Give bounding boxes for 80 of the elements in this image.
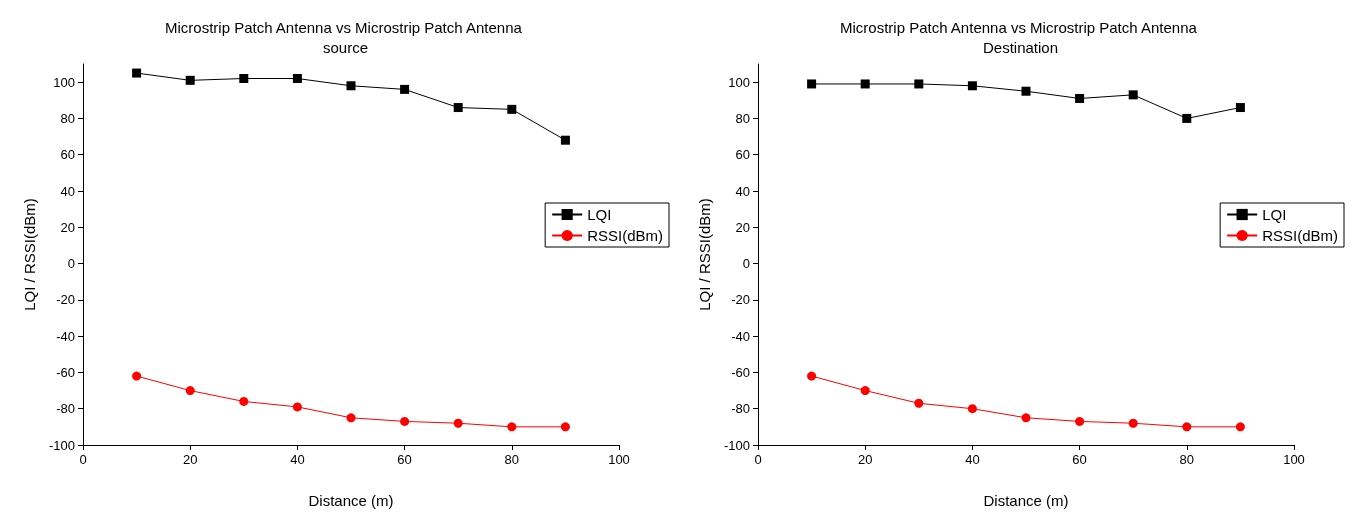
point bbox=[239, 396, 249, 406]
x-tick-label: 40 bbox=[290, 452, 305, 467]
point bbox=[1182, 113, 1192, 123]
y-tick-label: 20 bbox=[60, 219, 75, 235]
y-tick-label: 60 bbox=[735, 147, 750, 163]
point bbox=[1021, 86, 1031, 96]
y-tick-label: 20 bbox=[735, 219, 750, 235]
y-axis-title: LQI / RSSI(dBm) bbox=[21, 198, 38, 311]
point bbox=[1182, 422, 1192, 432]
point bbox=[453, 103, 463, 113]
y-tick-label: -20 bbox=[731, 292, 750, 308]
point bbox=[914, 398, 924, 408]
point bbox=[1128, 418, 1138, 428]
legend-label: LQI bbox=[587, 206, 612, 223]
point bbox=[185, 75, 195, 85]
point bbox=[1075, 416, 1085, 426]
point bbox=[860, 79, 870, 89]
point bbox=[185, 386, 195, 396]
point bbox=[507, 104, 517, 114]
chart-title: Microstrip Patch Antenna vs Microstrip Patch Antenna source bbox=[164, 18, 527, 56]
y-tick-label: 0 bbox=[67, 256, 75, 272]
point bbox=[132, 371, 142, 381]
point bbox=[560, 422, 570, 432]
x-tick-label: 80 bbox=[1179, 452, 1195, 467]
x-axis-title: Distance (m) bbox=[983, 492, 1069, 509]
y-tick-label: 100 bbox=[53, 74, 75, 90]
y-tick-label: 80 bbox=[60, 110, 75, 126]
point bbox=[132, 68, 142, 78]
point bbox=[453, 418, 463, 428]
point bbox=[560, 135, 570, 145]
x-tick-label: 0 bbox=[79, 452, 87, 467]
y-axis-title: LQI / RSSI(dBm) bbox=[696, 198, 713, 311]
x-axis-title: Distance (m) bbox=[308, 492, 394, 509]
y-tick-label: -20 bbox=[56, 292, 75, 308]
x-tick-label: 40 bbox=[965, 452, 980, 467]
y-tick-label: 0 bbox=[742, 256, 750, 272]
point bbox=[914, 79, 924, 89]
y-tick-label: -100 bbox=[48, 437, 75, 453]
point bbox=[860, 386, 870, 396]
legend-label: RSSI(dBm) bbox=[587, 227, 663, 244]
x-tick-label: 60 bbox=[1072, 452, 1087, 467]
point bbox=[1235, 103, 1245, 113]
y-tick-label: -80 bbox=[731, 401, 750, 417]
point bbox=[400, 84, 410, 94]
y-tick-label: -100 bbox=[723, 437, 750, 453]
x-tick-label: 0 bbox=[754, 452, 762, 467]
point bbox=[967, 404, 977, 414]
point bbox=[346, 413, 356, 423]
point bbox=[292, 74, 302, 84]
point bbox=[400, 416, 410, 426]
x-tick-label: 20 bbox=[857, 452, 873, 467]
x-tick-label: 60 bbox=[397, 452, 412, 467]
point bbox=[1075, 93, 1085, 103]
y-tick-label: 80 bbox=[735, 110, 750, 126]
point bbox=[239, 74, 249, 84]
point bbox=[1128, 90, 1138, 100]
y-tick-label: 40 bbox=[735, 183, 750, 199]
x-tick-label: 20 bbox=[182, 452, 198, 467]
point bbox=[807, 371, 817, 381]
point bbox=[292, 402, 302, 412]
y-tick-label: 60 bbox=[60, 147, 75, 163]
point bbox=[346, 81, 356, 91]
chart-title: Microstrip Patch Antenna vs Microstrip Patch Antenna Destination bbox=[839, 18, 1202, 56]
y-tick-label: -60 bbox=[731, 364, 750, 380]
point bbox=[1235, 422, 1245, 432]
point bbox=[807, 79, 817, 89]
y-tick-label: 100 bbox=[728, 74, 750, 90]
point bbox=[967, 81, 977, 91]
y-tick-label: -80 bbox=[56, 401, 75, 417]
y-tick-label: -40 bbox=[56, 328, 75, 344]
x-tick-label: 100 bbox=[608, 452, 630, 467]
legend-label: LQI bbox=[1262, 206, 1287, 223]
point bbox=[507, 422, 517, 432]
legend-label: RSSI(dBm) bbox=[1262, 227, 1338, 244]
x-tick-label: 80 bbox=[504, 452, 520, 467]
y-tick-label: 40 bbox=[60, 183, 75, 199]
y-tick-label: -60 bbox=[56, 364, 75, 380]
y-tick-label: -40 bbox=[731, 328, 750, 344]
point bbox=[1021, 413, 1031, 423]
x-tick-label: 100 bbox=[1283, 452, 1305, 467]
